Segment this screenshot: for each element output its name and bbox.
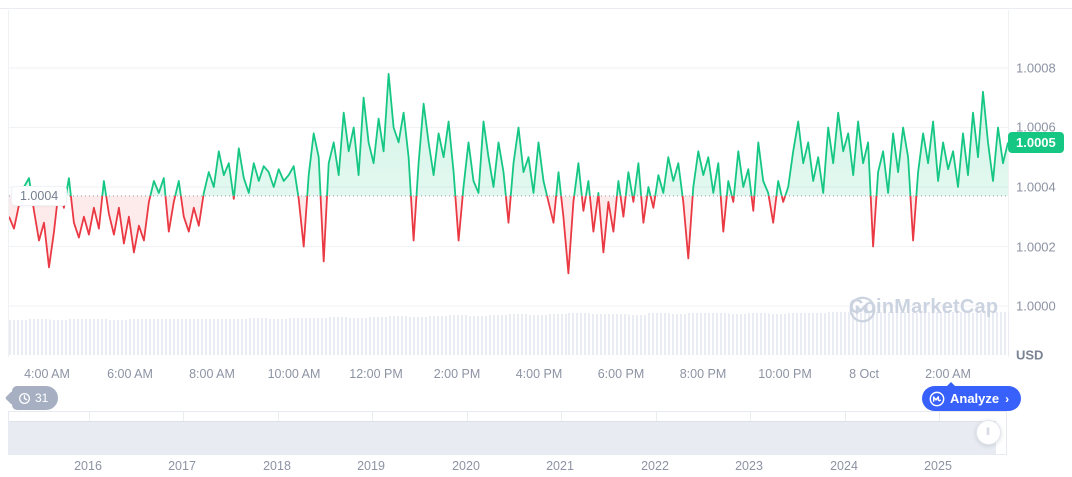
x-axis-tick: 10:00 AM	[267, 367, 321, 381]
navigator-year-label: 2021	[546, 459, 574, 473]
x-axis-tick: 2:00 AM	[925, 367, 971, 381]
navigator-year-label: 2023	[735, 459, 763, 473]
current-price-badge: 1.0005	[1008, 132, 1064, 153]
currency-unit-label: USD	[1016, 347, 1044, 363]
navigator-year-label: 2017	[168, 459, 196, 473]
chart-top-border	[0, 8, 1072, 9]
y-axis-tick: 1.0000	[1016, 298, 1056, 314]
x-axis-tick: 10:00 PM	[758, 367, 812, 381]
navigator-year-label: 2024	[830, 459, 858, 473]
coinmarketcap-watermark: CoinMarketCap	[849, 296, 999, 323]
analyze-pointer	[946, 382, 956, 387]
x-axis-tick: 6:00 PM	[597, 367, 645, 381]
navigator-year-label: 2025	[924, 459, 952, 473]
analyze-label: Analyze	[950, 391, 1000, 406]
x-axis-tick: 8:00 AM	[189, 367, 235, 381]
x-axis-tick: 2:00 PM	[433, 367, 481, 381]
navigator-year-label: 2020	[452, 459, 480, 473]
navigator-year-label: 2018	[263, 459, 291, 473]
navigator-year-label: 2022	[641, 459, 669, 473]
history-count: 31	[35, 391, 49, 405]
clock-history-icon	[18, 392, 31, 404]
coinmarketcap-logo-icon	[929, 391, 945, 406]
x-axis-tick: 6:00 AM	[107, 367, 153, 381]
range-navigator[interactable]: ‖	[8, 411, 1007, 455]
chevron-right-icon: ›	[1005, 391, 1010, 406]
y-axis-tick: 1.0002	[1016, 239, 1056, 255]
x-axis-tick: 8 Oct	[849, 367, 879, 381]
y-axis-tick: 1.0008	[1016, 60, 1056, 76]
y-axis-tick: 1.0004	[1016, 179, 1056, 195]
x-axis-tick: 12:00 PM	[349, 367, 403, 381]
coinmarketcap-logo-icon	[849, 296, 876, 323]
navigator-series-area	[9, 421, 996, 454]
open-price-label: 1.0004	[11, 186, 68, 206]
watermark-text: CoinMarketCap	[849, 296, 999, 318]
x-axis-tick: 8:00 PM	[679, 367, 727, 381]
navigator-year-label: 2016	[74, 459, 102, 473]
navigator-year-label: 2019	[357, 459, 385, 473]
navigator-handle[interactable]: ‖	[976, 420, 1001, 445]
x-axis-tick: 4:00 PM	[515, 367, 563, 381]
analyze-button[interactable]: Analyze ›	[922, 382, 1022, 411]
price-chart-plot[interactable]: 1.0004 CoinMarketCap	[8, 10, 1009, 357]
y-axis-tick: 1.0006	[1016, 119, 1056, 135]
history-count-badge[interactable]: 31	[12, 386, 59, 410]
price-line-chart	[9, 67, 1008, 307]
x-axis-tick: 4:00 AM	[24, 367, 70, 381]
